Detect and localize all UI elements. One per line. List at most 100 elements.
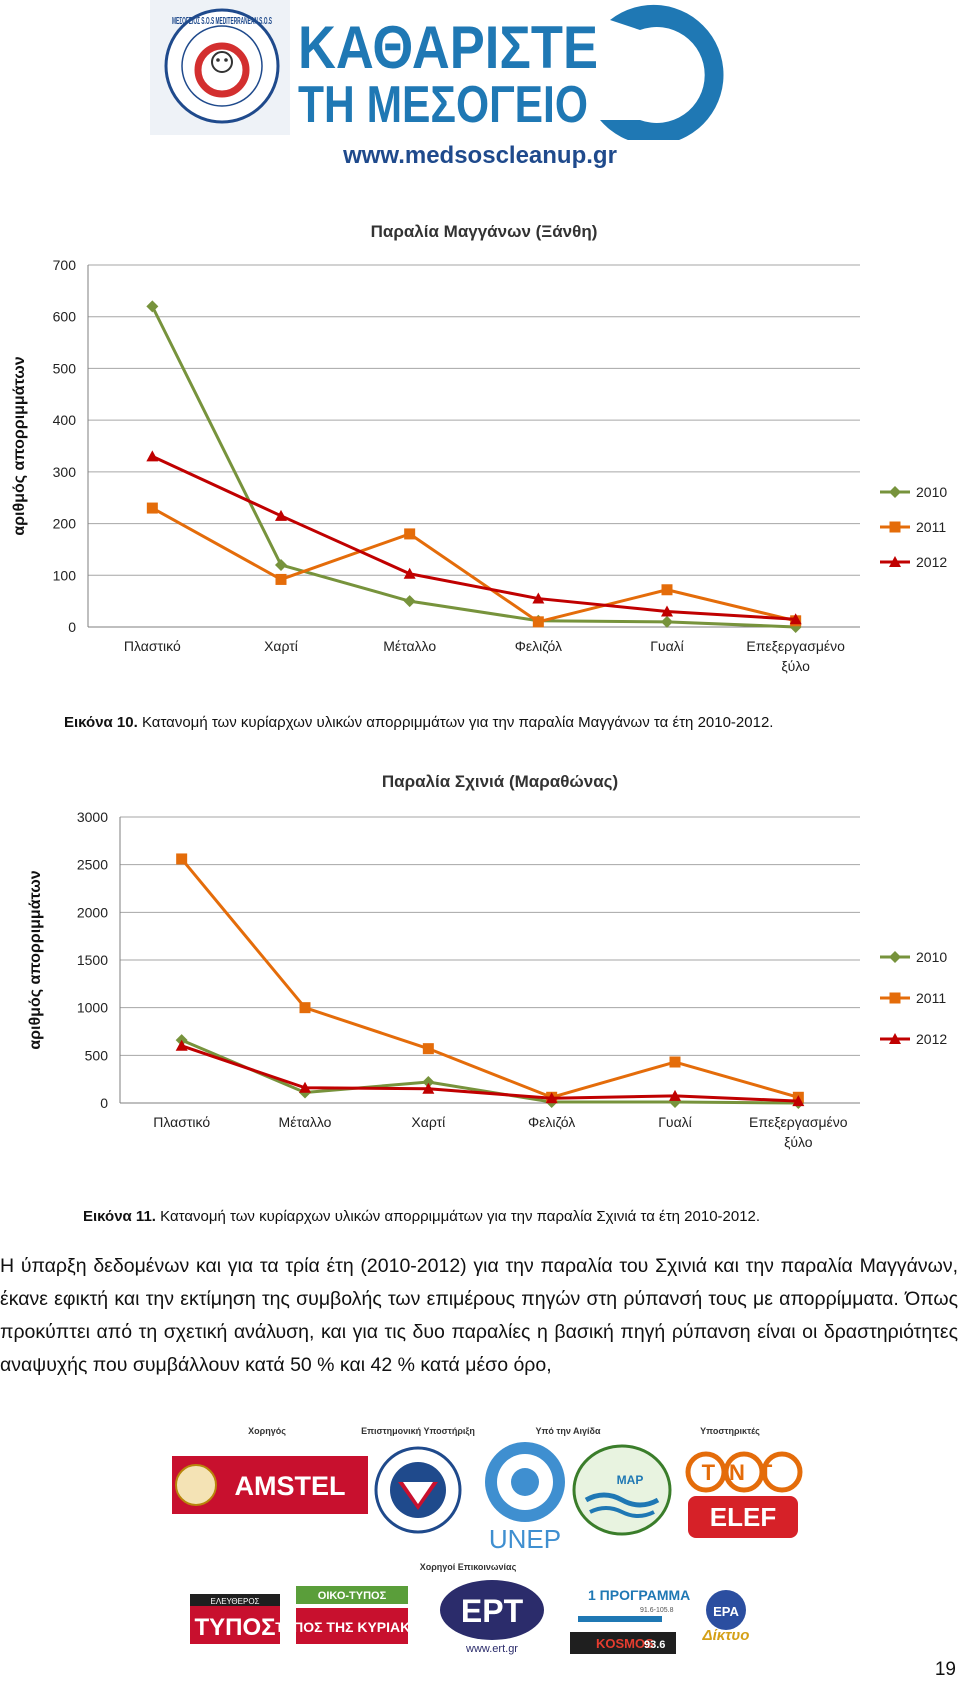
seal-text: ΜΕΣΟΓΕΙΟΣ S.O.S MEDITERRANEAN S.O.S xyxy=(172,16,272,27)
y-axis-label: αριθμός απορριμμάτων xyxy=(11,356,28,535)
elef-text: ELEF xyxy=(710,1502,776,1532)
x-tick-label: Μέταλλο xyxy=(279,1114,332,1130)
data-point xyxy=(532,616,544,628)
data-point xyxy=(422,1043,434,1055)
caption-text: Κατανομή των κυρίαρχων υλικών απορριμμάτ… xyxy=(155,1208,761,1225)
x-tick-label: Πλαστικό xyxy=(124,638,181,654)
data-point xyxy=(422,1082,435,1094)
page-header: ΜΕΣΟΓΕΙΟΣ S.O.S MEDITERRANEAN S.O.S ΚΑΘΑ… xyxy=(0,0,960,175)
y-tick-label: 2500 xyxy=(77,857,108,873)
logo-line1: ΚΑΘΑΡΙΣΤΕ xyxy=(298,14,598,81)
legend-label: 2011 xyxy=(916,519,946,535)
radio-logos: 1 ΠΡΟΓΡΑΜΜΑ 91.6-105.8 KOSMOS 93.6 xyxy=(570,1587,690,1654)
data-point xyxy=(889,521,901,533)
ert-url: www.ert.gr xyxy=(465,1643,518,1655)
data-point xyxy=(275,509,287,521)
data-point xyxy=(176,853,188,865)
data-point xyxy=(889,556,901,567)
oikotypos-logo: ΟΙΚΟ-ΤΥΠΟΣ ΤΥΠΟΣ ΤΗΣ ΚΥΡΙΑΚΗΣ xyxy=(275,1586,429,1644)
y-tick-label: 100 xyxy=(53,567,77,583)
data-point xyxy=(299,1002,311,1014)
y-tick-label: 0 xyxy=(68,619,76,635)
chart-manganon-svg: Παραλία Μαγγάνων (Ξάνθη) αριθμός απορριμμ… xyxy=(11,222,947,674)
x-tick-label: Φελιζόλ xyxy=(528,1114,575,1130)
caption-figure-11: Εικόνα 11. Κατανομή των κυρίαρχων υλικών… xyxy=(83,1208,760,1225)
ert-text: EPT xyxy=(461,1593,524,1629)
group-label-auspices: Υπό την Αιγίδα xyxy=(535,1426,601,1436)
logo-line2: ΤΗ ΜΕΣΟΓΕΙΟ xyxy=(298,76,588,134)
y-tick-label: 600 xyxy=(53,309,77,325)
era-text: ΕΡΑ xyxy=(713,1604,739,1619)
chart-schinia: Παραλία Σχινιά (Μαραθώνας) αριθμός απορρι… xyxy=(0,765,960,1165)
legend-label: 2011 xyxy=(916,990,946,1006)
x-tick-label: Γυαλί xyxy=(658,1114,692,1130)
legend-label: 2012 xyxy=(916,554,947,570)
typos-kyriakis-text: ΤΥΠΟΣ ΤΗΣ ΚΥΡΙΑΚΗΣ xyxy=(275,1619,429,1635)
body-paragraph: Η ύπαρξη δεδομένων και για τα τρία έτη (… xyxy=(0,1255,958,1376)
amstel-text: AMSTEL xyxy=(235,1471,346,1501)
data-point xyxy=(404,528,416,540)
amstel-logo: AMSTEL xyxy=(172,1456,368,1514)
data-point xyxy=(146,300,159,313)
y-tick-label: 200 xyxy=(53,516,77,532)
sponsors-footer: Χορηγός Επιστημονική Υποστήριξη Υπό την … xyxy=(0,1420,960,1660)
university-seal-logo xyxy=(374,1446,462,1534)
map-logo: MAP xyxy=(572,1444,672,1536)
page-number: 19 xyxy=(934,1659,956,1680)
series-2010 xyxy=(146,300,802,633)
x-tick-label: Χαρτί xyxy=(264,638,298,654)
programma-sub-text: 91.6-105.8 xyxy=(640,1607,674,1614)
kosmos-freq-text: 93.6 xyxy=(644,1639,665,1651)
typos-top-text: ΕΛΕΥΘΕΡΟΣ xyxy=(211,1597,260,1606)
x-tick-label: Μέταλλο xyxy=(383,638,436,654)
group-label-scientific: Επιστημονική Υποστήριξη xyxy=(361,1426,475,1436)
data-point xyxy=(889,1033,901,1044)
wave-emblem-icon xyxy=(600,4,724,145)
unep-logo: UNEP xyxy=(485,1442,565,1554)
data-point xyxy=(422,1076,435,1089)
legend-item-2012: 2012 xyxy=(880,554,947,570)
series-line xyxy=(150,305,796,629)
data-point xyxy=(661,584,673,596)
sponsor-logos: Χορηγός Επιστημονική Υποστήριξη Υπό την … xyxy=(172,1426,803,1655)
y-tick-label: 1500 xyxy=(77,952,108,968)
caption-text: Κατανομή των κυρίαρχων υλικών απορριμμάτ… xyxy=(137,714,774,731)
eleftheros-typos-logo: ΕΛΕΥΘΕΡΟΣ ΤΥΠΟΣ xyxy=(190,1594,280,1644)
series-line xyxy=(181,1044,799,1103)
data-point xyxy=(661,605,673,617)
programma-text: 1 ΠΡΟΓΡΑΜΜΑ xyxy=(588,1587,690,1603)
map-text: MAP xyxy=(617,1473,644,1487)
x-tick-label: Πλαστικό xyxy=(153,1114,210,1130)
era-diktyo-logo: ΕΡΑ Δίκτυο xyxy=(702,1590,750,1644)
data-point xyxy=(146,502,158,514)
data-point xyxy=(403,567,416,579)
series-line xyxy=(151,454,796,621)
x-tick-label: Γυαλί xyxy=(650,638,684,654)
data-point xyxy=(403,595,416,608)
data-point xyxy=(175,1039,188,1051)
series-2012 xyxy=(175,1039,805,1107)
chart-title: Παραλία Μαγγάνων (Ξάνθη) xyxy=(371,222,598,241)
oikotypos-text: ΟΙΚΟ-ΤΥΠΟΣ xyxy=(318,1590,387,1602)
legend-label: 2010 xyxy=(916,949,947,965)
caption-label: Εικόνα 11. xyxy=(83,1208,156,1225)
chart-title: Παραλία Σχινιά (Μαραθώνας) xyxy=(382,772,618,791)
series-line xyxy=(180,857,799,1099)
diktyo-text: Δίκτυο xyxy=(702,1627,750,1644)
data-point xyxy=(789,613,802,625)
y-tick-label: 0 xyxy=(100,1095,108,1111)
data-point xyxy=(146,450,159,462)
data-point xyxy=(532,592,545,604)
site-url: www.medsoscleanup.gr xyxy=(343,142,617,169)
y-tick-label: 300 xyxy=(53,464,77,480)
unep-text: UNEP xyxy=(489,1524,561,1554)
tnt-text: TNT xyxy=(702,1460,787,1485)
y-tick-label: 400 xyxy=(53,412,77,428)
ert-logo: EPT www.ert.gr xyxy=(440,1580,544,1655)
data-point xyxy=(669,1089,681,1101)
series-2011 xyxy=(176,853,804,1103)
data-point xyxy=(275,573,287,585)
tnt-elef-logo: TNT ELEF xyxy=(685,1451,803,1538)
series-2012 xyxy=(146,450,802,625)
legend-item-2010: 2010 xyxy=(880,484,947,500)
